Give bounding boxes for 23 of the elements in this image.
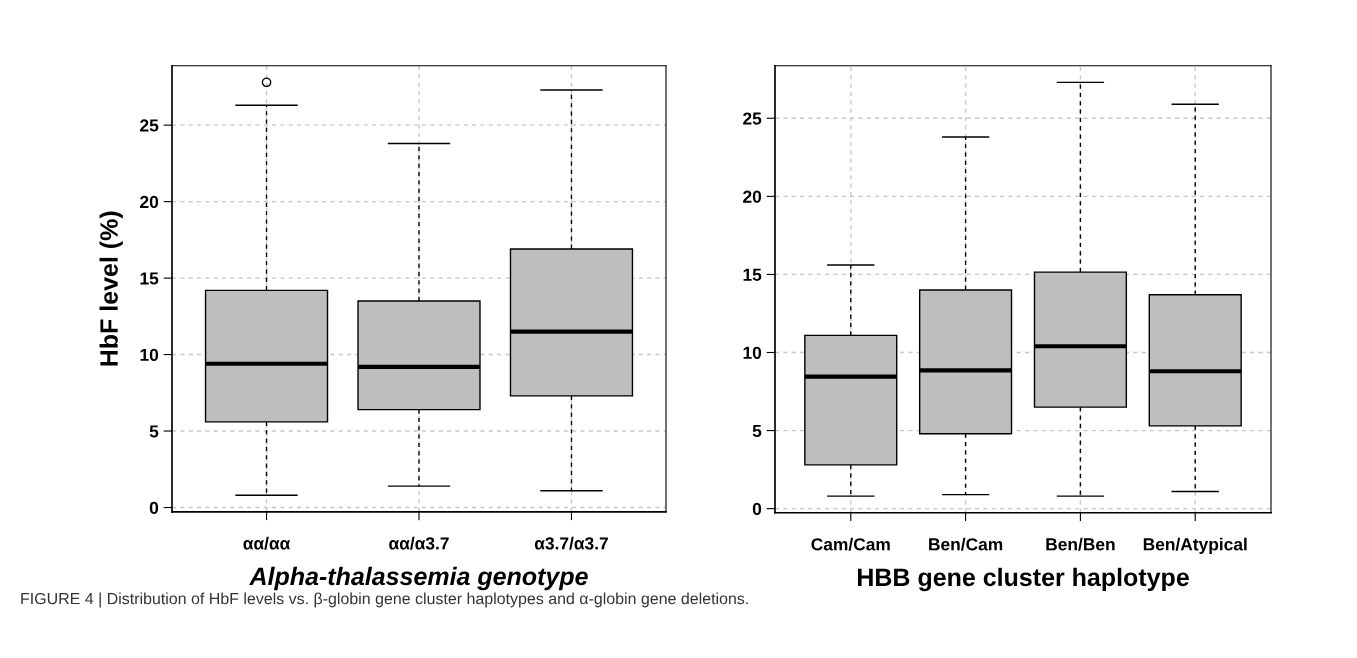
- x-axis-title: Alpha-thalassemia genotype: [249, 566, 588, 591]
- y-tick-label: 15: [140, 272, 159, 285]
- y-tick-label: 25: [743, 112, 762, 125]
- x-tick-label: α3.7/α3.7: [534, 536, 608, 550]
- x-tick-label: αα/α3.7: [389, 536, 449, 550]
- x-axis-title: HBB gene cluster haplotype: [857, 567, 1189, 592]
- y-tick-label: 10: [743, 346, 762, 359]
- x-tick-label: αα/αα: [243, 536, 291, 550]
- y-axis-title: HbF level (%): [99, 211, 123, 366]
- caption: FIGURE 4 | Distribution of HbF levels vs. β-globin gene cluster haplotypes and α-globin gene deletions.: [21, 592, 748, 608]
- y-tick-label: 0: [752, 502, 762, 516]
- x-tick-label: Ben/Cam: [929, 537, 1003, 551]
- y-tick-label: 15: [743, 268, 762, 281]
- x-tick-label: Ben/Atypical: [1143, 537, 1247, 554]
- y-tick-label: 5: [752, 424, 762, 438]
- y-tick-label: 0: [149, 501, 159, 514]
- x-tick-label: Ben/Ben: [1046, 537, 1115, 551]
- y-tick-label: 20: [743, 190, 762, 203]
- y-tick-label: 20: [140, 195, 159, 209]
- y-tick-label: 25: [140, 119, 159, 132]
- y-tick-label: 10: [140, 348, 159, 362]
- x-tick-label: Cam/Cam: [811, 537, 890, 551]
- y-tick-label: 5: [149, 425, 159, 438]
